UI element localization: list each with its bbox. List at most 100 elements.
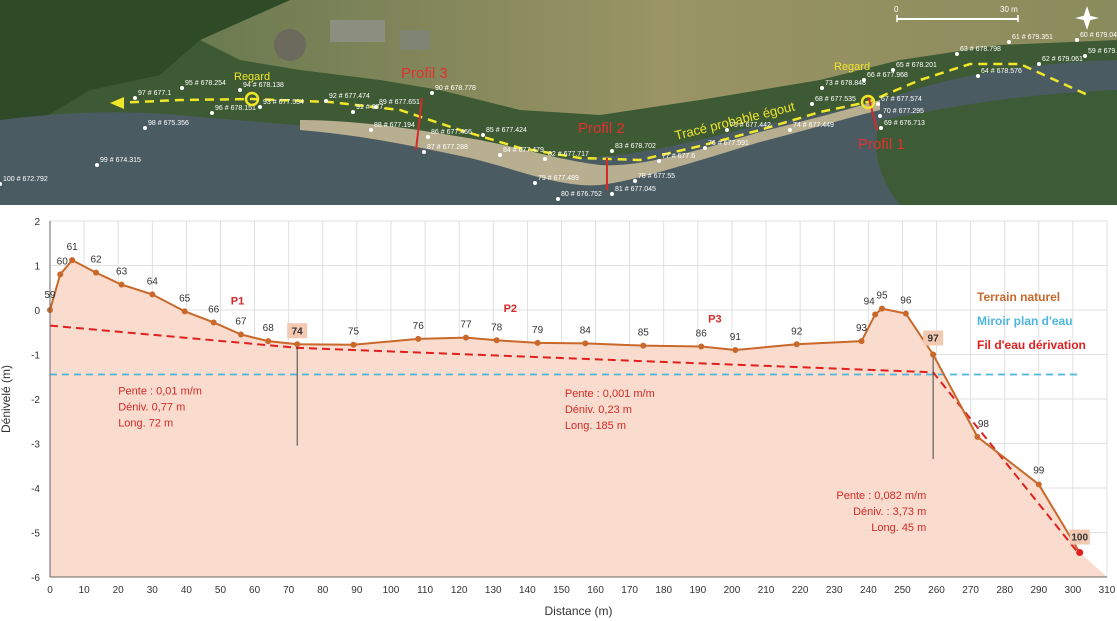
profile-marker-label: P1 bbox=[231, 296, 244, 308]
terrain-point bbox=[149, 291, 156, 298]
survey-point-icon bbox=[1083, 54, 1087, 58]
survey-point-label: 83 # 678.702 bbox=[615, 143, 656, 150]
survey-point-label: 89 # 677.651 bbox=[379, 99, 420, 106]
survey-point-label: 85 # 677.424 bbox=[486, 127, 527, 134]
x-tick-label: 50 bbox=[215, 585, 227, 596]
derivation-end-point bbox=[1076, 549, 1084, 557]
point-label: 97 bbox=[928, 334, 940, 345]
point-label: 95 bbox=[876, 291, 888, 302]
profil1-line bbox=[867, 94, 878, 131]
map-building bbox=[400, 30, 430, 50]
survey-point-icon bbox=[1007, 40, 1011, 44]
series-line-fil-d-eau-derivation bbox=[49, 324, 1081, 556]
profil3-label: Profil 3 bbox=[401, 65, 448, 82]
survey-point-icon bbox=[0, 182, 2, 186]
profil2-label: Profil 2 bbox=[578, 120, 625, 137]
survey-point-icon bbox=[143, 126, 147, 130]
survey-point-label: 68 # 677.535 bbox=[815, 96, 856, 103]
terrain-point bbox=[1035, 481, 1042, 488]
survey-point-label: 76 # 677.591 bbox=[708, 140, 749, 147]
terrain-point bbox=[493, 337, 500, 344]
survey-point-label: 75 # 677.442 bbox=[730, 122, 771, 129]
terrain-point bbox=[57, 271, 64, 278]
terrain-point bbox=[415, 335, 422, 342]
point-label: 66 bbox=[208, 304, 220, 315]
terrain-point bbox=[858, 338, 865, 345]
point-label: 86 bbox=[696, 328, 708, 339]
regard-right-marker-icon bbox=[860, 94, 876, 110]
x-tick-label: 300 bbox=[1065, 585, 1082, 596]
survey-point-icon bbox=[430, 91, 434, 95]
legend-entry: Miroir plan d'eau bbox=[977, 314, 1073, 328]
map-building bbox=[330, 20, 385, 42]
x-tick-label: 70 bbox=[283, 585, 295, 596]
profil3-line bbox=[415, 97, 423, 151]
point-label: 76 bbox=[413, 321, 425, 332]
survey-point-label: 98 # 675.356 bbox=[148, 120, 189, 127]
regard-right-label: Regard bbox=[834, 61, 870, 73]
point-label: 63 bbox=[116, 267, 128, 278]
chart-legend: Terrain naturel Miroir plan d'eau Fil d'ea… bbox=[977, 290, 1086, 352]
survey-point-icon bbox=[258, 105, 262, 109]
survey-point-label: 66 # 677.968 bbox=[867, 72, 908, 79]
x-tick-label: 10 bbox=[79, 585, 91, 596]
slope-annotation-line: Pente : 0,001 m/m bbox=[565, 388, 655, 400]
y-tick-label: -2 bbox=[31, 395, 40, 406]
x-tick-label: 90 bbox=[351, 585, 363, 596]
survey-point-icon bbox=[879, 126, 883, 130]
terrain-point bbox=[793, 341, 800, 348]
survey-point-icon bbox=[891, 68, 895, 72]
x-tick-label: 160 bbox=[587, 585, 604, 596]
terrain-point bbox=[582, 340, 589, 347]
profil1-label: Profil 1 bbox=[858, 136, 905, 153]
x-tick-label: 280 bbox=[996, 585, 1013, 596]
x-tick-label: 130 bbox=[485, 585, 502, 596]
map-trace-arrow-icon bbox=[110, 97, 124, 109]
x-tick-label: 250 bbox=[894, 585, 911, 596]
survey-point-icon bbox=[133, 96, 137, 100]
point-label: 68 bbox=[263, 323, 275, 334]
survey-point-label: 91 # 677. bbox=[356, 104, 385, 111]
map-river bbox=[0, 60, 1117, 205]
point-label: 85 bbox=[638, 328, 650, 339]
terrain-point bbox=[462, 334, 469, 341]
x-axis-label: Distance (m) bbox=[544, 604, 612, 618]
survey-point-label: 65 # 678.201 bbox=[896, 62, 937, 69]
survey-point-icon bbox=[374, 105, 378, 109]
point-label: 75 bbox=[348, 327, 360, 338]
survey-point-icon bbox=[481, 133, 485, 137]
survey-point-icon bbox=[810, 102, 814, 106]
survey-point-label: 73 # 678.848 bbox=[825, 80, 866, 87]
point-label: 79 bbox=[532, 325, 544, 336]
survey-point-icon bbox=[862, 78, 866, 82]
survey-point-label: 62 # 679.061 bbox=[1042, 56, 1083, 63]
x-tick-label: 260 bbox=[928, 585, 945, 596]
x-tick-label: 190 bbox=[689, 585, 706, 596]
x-tick-label: 60 bbox=[249, 585, 261, 596]
point-label: 61 bbox=[67, 242, 79, 253]
slope-annotation-line: Long. 72 m bbox=[118, 418, 173, 430]
legend-entry: Fil d'eau dérivation bbox=[977, 338, 1086, 352]
point-label: 93 bbox=[856, 323, 868, 334]
x-tick-label: 170 bbox=[621, 585, 638, 596]
x-tick-label: 140 bbox=[519, 585, 536, 596]
survey-point-icon bbox=[351, 110, 355, 114]
y-tick-label: -5 bbox=[31, 529, 40, 540]
survey-point-label: 90 # 678.778 bbox=[435, 85, 476, 92]
survey-point-icon bbox=[210, 111, 214, 115]
scale-end-label: 30 m bbox=[1000, 5, 1018, 14]
x-tick-label: 220 bbox=[792, 585, 809, 596]
survey-point-label: 99 # 674.315 bbox=[100, 157, 141, 164]
x-tick-label: 150 bbox=[553, 585, 570, 596]
profile-marker-label: P2 bbox=[504, 303, 517, 315]
terrain-point bbox=[872, 311, 879, 318]
survey-point-label: 60 # 679.04 bbox=[1080, 32, 1117, 39]
x-tick-label: 230 bbox=[826, 585, 843, 596]
survey-point-label: 67 # 677.574 bbox=[881, 96, 922, 103]
terrain-point bbox=[265, 338, 272, 345]
terrain-point bbox=[732, 347, 739, 354]
regard-left-label: Regard bbox=[234, 71, 270, 83]
survey-point-icon bbox=[556, 197, 560, 201]
terrain-point bbox=[69, 257, 76, 264]
